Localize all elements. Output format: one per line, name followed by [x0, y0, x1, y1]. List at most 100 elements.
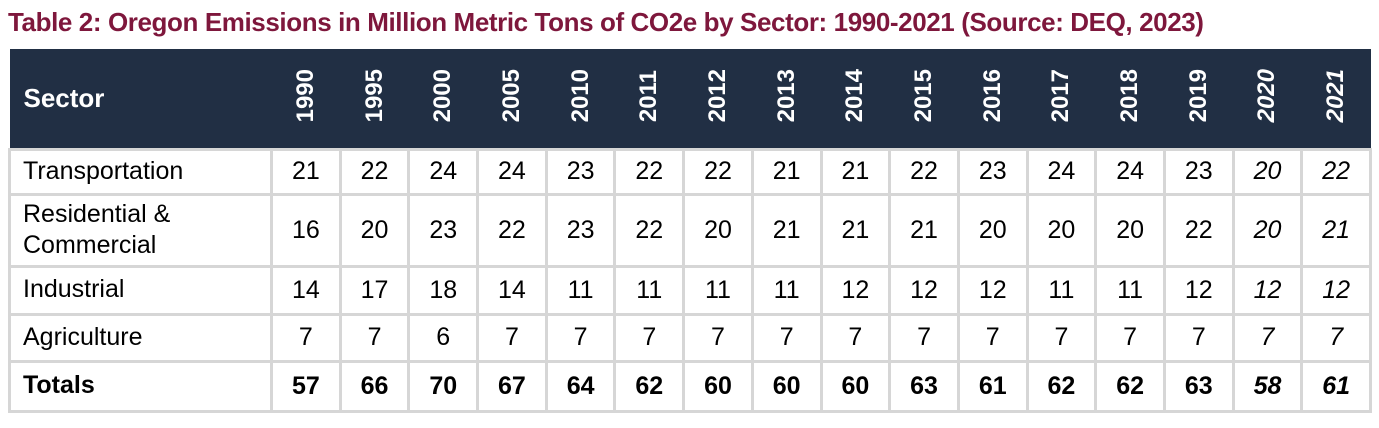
cell-agriculture-2017: 7 — [1025, 312, 1098, 363]
header-row: Sector 1990 1995 2000 2005 2010 2011 2012 2013 2… — [9, 49, 1371, 149]
cell-agriculture-2012: 7 — [682, 312, 754, 363]
sector-label-transportation: Transportation — [8, 147, 273, 196]
cell-residential-commercial-2010: 23 — [544, 192, 617, 268]
cell-transportation-1990: 21 — [270, 147, 342, 196]
year-header-cell-2011: 2011 — [614, 49, 684, 149]
cell-transportation-2016: 23 — [956, 147, 1029, 196]
cell-industrial-2014: 12 — [819, 264, 892, 316]
cell-transportation-1995: 22 — [338, 147, 411, 196]
cell-residential-commercial-2016: 20 — [956, 192, 1029, 268]
cell-industrial-2013: 11 — [750, 264, 823, 316]
cell-industrial-2018: 11 — [1094, 264, 1166, 316]
cell-transportation-2020: 20 — [1231, 147, 1304, 196]
cell-totals-2018: 62 — [1094, 359, 1166, 413]
cell-residential-commercial-2005: 22 — [476, 192, 548, 268]
year-header-cell-2017: 2017 — [1027, 49, 1096, 149]
year-header-cell-2021: 2021 — [1301, 49, 1371, 149]
emissions-table: Sector 1990 1995 2000 2005 2010 2011 2012 2013 2… — [8, 49, 1372, 413]
cell-transportation-2012: 22 — [682, 147, 754, 196]
cell-agriculture-2000: 6 — [407, 312, 480, 363]
year-header-cell-2020: 2020 — [1233, 49, 1302, 149]
cell-transportation-2019: 23 — [1162, 147, 1235, 196]
cell-totals-2013: 60 — [750, 359, 823, 413]
cell-totals-2005: 67 — [476, 359, 548, 413]
year-label-2016: 2016 — [978, 69, 1006, 123]
cell-residential-commercial-2020: 20 — [1231, 192, 1304, 268]
cell-totals-1990: 57 — [270, 359, 342, 413]
cell-industrial-1995: 17 — [338, 264, 411, 316]
year-label-2021: 2021 — [1322, 69, 1350, 123]
sector-label-agriculture: Agriculture — [8, 312, 273, 363]
cell-agriculture-2016: 7 — [956, 312, 1029, 363]
table-body: Transportation 21 22 24 24 23 22 22 21 21 22 23 24 24… — [8, 147, 1372, 413]
cell-industrial-2016: 12 — [956, 264, 1029, 316]
cell-agriculture-2013: 7 — [750, 312, 823, 363]
cell-agriculture-1990: 7 — [270, 312, 342, 363]
year-header-cell-1990: 1990 — [271, 49, 341, 149]
year-label-2019: 2019 — [1184, 69, 1212, 123]
cell-agriculture-2015: 7 — [888, 312, 960, 363]
cell-agriculture-1995: 7 — [338, 312, 411, 363]
cell-residential-commercial-1995: 20 — [338, 192, 411, 268]
year-label-2005: 2005 — [497, 69, 525, 123]
cell-transportation-2011: 22 — [613, 147, 686, 196]
year-label-2014: 2014 — [841, 69, 869, 123]
year-header-cell-2012: 2012 — [683, 49, 753, 149]
cell-residential-commercial-2013: 21 — [750, 192, 823, 268]
cell-agriculture-2018: 7 — [1094, 312, 1166, 363]
cell-transportation-2014: 21 — [819, 147, 892, 196]
cell-totals-2015: 63 — [888, 359, 960, 413]
cell-residential-commercial-2011: 22 — [613, 192, 686, 268]
year-header-cell-2015: 2015 — [889, 49, 959, 149]
cell-industrial-2021: 12 — [1300, 264, 1372, 316]
cell-transportation-2010: 23 — [544, 147, 617, 196]
sector-label-industrial: Industrial — [8, 264, 273, 316]
year-label-2015: 2015 — [910, 69, 938, 123]
cell-transportation-2000: 24 — [407, 147, 480, 196]
cell-agriculture-2005: 7 — [476, 312, 548, 363]
cell-agriculture-2010: 7 — [544, 312, 617, 363]
year-header-cell-2016: 2016 — [958, 49, 1028, 149]
year-label-2011: 2011 — [635, 69, 663, 122]
sector-label-totals: Totals — [8, 359, 273, 413]
cell-industrial-2020: 12 — [1231, 264, 1304, 316]
cell-residential-commercial-2018: 20 — [1094, 192, 1166, 268]
cell-totals-2012: 60 — [682, 359, 754, 413]
year-label-2010: 2010 — [566, 69, 594, 123]
year-header-cell-2000: 2000 — [408, 49, 478, 149]
year-header-cell-2010: 2010 — [546, 49, 615, 149]
year-header-cell-2014: 2014 — [821, 49, 890, 149]
cell-totals-2021: 61 — [1300, 359, 1372, 413]
year-label-2013: 2013 — [772, 69, 800, 123]
year-label-2018: 2018 — [1116, 69, 1144, 123]
cell-transportation-2021: 22 — [1300, 147, 1372, 196]
cell-industrial-2017: 11 — [1025, 264, 1098, 316]
table-row-transportation: Transportation 21 22 24 24 23 22 22 21 21 22 23 24 24… — [8, 147, 1372, 196]
cell-totals-2010: 64 — [544, 359, 617, 413]
cell-totals-2016: 61 — [956, 359, 1029, 413]
cell-transportation-2005: 24 — [476, 147, 548, 196]
cell-totals-2020: 58 — [1231, 359, 1304, 413]
cell-agriculture-2019: 7 — [1162, 312, 1235, 363]
cell-industrial-2005: 14 — [476, 264, 548, 316]
cell-residential-commercial-2019: 22 — [1162, 192, 1235, 268]
table-row-industrial: Industrial 14 17 18 14 11 11 11 11 12 12 12 11 11 12 12… — [8, 264, 1372, 316]
cell-transportation-2017: 24 — [1025, 147, 1098, 196]
cell-agriculture-2021: 7 — [1300, 312, 1372, 363]
cell-industrial-2000: 18 — [407, 264, 480, 316]
cell-industrial-1990: 14 — [270, 264, 342, 316]
year-label-1990: 1990 — [291, 69, 319, 123]
cell-industrial-2012: 11 — [682, 264, 754, 316]
cell-totals-2000: 70 — [407, 359, 480, 413]
year-header-cell-2019: 2019 — [1164, 49, 1234, 149]
table-title: Table 2: Oregon Emissions in Million Met… — [8, 7, 1204, 37]
table-header: Sector 1990 1995 2000 2005 2010 2011 2012 2013 2… — [9, 49, 1371, 149]
table-row-totals: Totals 57 66 70 67 64 62 60 60 60 63 61 62 62 63 58 61 — [8, 359, 1372, 413]
table-row-agriculture: Agriculture 7 7 6 7 7 7 7 7 7 7 7 7 7 7 7 7 — [8, 312, 1372, 363]
cell-industrial-2019: 12 — [1162, 264, 1235, 316]
cell-industrial-2015: 12 — [888, 264, 960, 316]
cell-residential-commercial-1990: 16 — [270, 192, 342, 268]
year-label-1995: 1995 — [360, 69, 388, 123]
sector-label-residential-commercial: Residential & Commercial — [8, 192, 273, 268]
year-label-2012: 2012 — [703, 69, 731, 123]
